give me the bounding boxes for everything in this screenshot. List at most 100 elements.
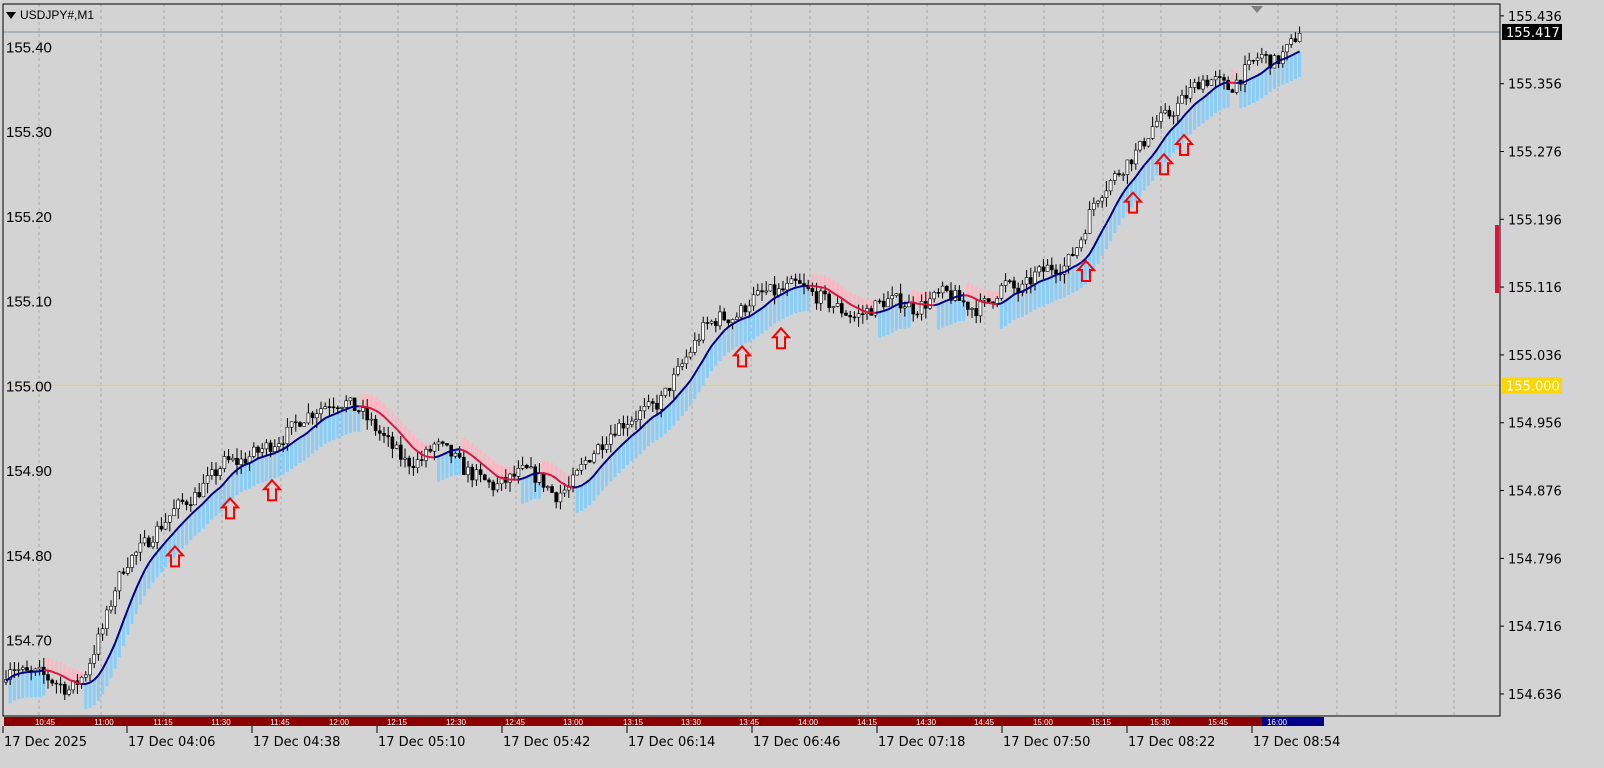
ma-line-segment [1240, 80, 1246, 84]
candle-body [470, 466, 475, 481]
left-axis-label: 155.00 [6, 378, 52, 395]
up-arrow-icon [770, 326, 792, 350]
candle-body [1117, 173, 1121, 176]
ma-line-segment [1126, 181, 1133, 188]
ma-line-segment [202, 497, 209, 504]
ma-line-segment [101, 660, 108, 670]
up-arrow-icon [731, 344, 753, 368]
candle-body [894, 293, 899, 297]
candle-body [487, 479, 491, 483]
candle-body [335, 407, 340, 409]
ma-line-segment [345, 406, 351, 411]
ma-line-segment [5, 676, 11, 682]
candle-body [218, 468, 222, 477]
ma-line-segment [316, 420, 322, 426]
candle-body [8, 669, 12, 680]
ma-line-segment [387, 419, 394, 426]
candle-body [1020, 283, 1025, 293]
session-time-label: 15:30 [1150, 718, 1171, 727]
candle-body [789, 278, 794, 284]
right-axis-label: 155.196 [1508, 213, 1562, 228]
candle-body [541, 472, 546, 488]
ma-line-segment [1038, 279, 1044, 283]
ma-line-segment [249, 460, 255, 465]
candle-body [1092, 202, 1096, 210]
candle-body [932, 292, 937, 300]
ma-line-segment [492, 472, 499, 478]
ma-line-segment [551, 474, 557, 480]
up-arrow-icon [164, 544, 186, 568]
candle-body [394, 444, 399, 449]
ma-line-segment [421, 453, 427, 458]
ma-line-segment [51, 670, 57, 675]
ma-line-segment [631, 431, 637, 437]
ma-line-segment [64, 676, 70, 681]
ma-line-segment [1101, 222, 1108, 232]
candle-body [974, 308, 979, 317]
candle-body [92, 653, 96, 664]
candle-body [1066, 253, 1071, 267]
candle-body [1075, 247, 1079, 256]
session-time-label: 13:15 [623, 718, 644, 727]
ma-line-segment [736, 318, 742, 323]
ma-line-segment [139, 570, 146, 580]
session-time-label: 11:45 [270, 718, 290, 727]
ma-line-segment [1021, 288, 1028, 293]
candle-body [453, 452, 458, 457]
candle-body [940, 285, 945, 294]
candle-body [155, 525, 159, 543]
ma-line-segment [1043, 277, 1048, 282]
candle-body [898, 293, 903, 309]
ma-line-segment [391, 424, 398, 430]
ma-line-segment [126, 598, 133, 610]
candle-body [151, 541, 155, 548]
candle-body [1007, 280, 1012, 283]
ma-line-segment [156, 546, 163, 553]
candle-body [306, 412, 311, 424]
candle-body [105, 609, 109, 629]
ma-line-segment [1261, 68, 1267, 74]
ma-line-segment [18, 671, 24, 675]
candle-body [67, 689, 71, 695]
candle-body [587, 460, 592, 463]
session-bar [4, 717, 1324, 726]
session-time-label: 12:00 [329, 718, 350, 727]
ma-line-segment [610, 451, 616, 457]
candle-body [537, 472, 542, 483]
candle-body [1293, 38, 1298, 43]
ma-line-segment [1228, 81, 1233, 84]
session-time-label: 13:45 [739, 718, 760, 727]
candle-body [772, 284, 777, 296]
ma-line-segment [1215, 84, 1221, 89]
ma-line-segment [887, 306, 893, 311]
candle-body [289, 421, 294, 428]
candle-body [877, 300, 882, 303]
candle-body [873, 300, 878, 316]
ma-line-segment [967, 294, 973, 298]
candle-body [722, 311, 727, 321]
ma-line-segment [1273, 60, 1280, 65]
symbol-title[interactable]: USDJPY#,M1 [6, 7, 94, 23]
candle-body [495, 483, 500, 491]
ma-line-segment [693, 366, 700, 375]
right-axis-label: 155.116 [1508, 281, 1562, 296]
right-axis-label: 155.356 [1508, 78, 1562, 93]
ma-line-segment [417, 450, 423, 456]
candle-body [235, 457, 239, 465]
ma-line-segment [68, 678, 74, 683]
chevron-down-icon[interactable] [6, 11, 16, 19]
candle-body [180, 499, 185, 503]
candle-body [508, 473, 512, 483]
candle-body [100, 628, 105, 635]
candle-body [1264, 54, 1268, 56]
candle-body [117, 571, 122, 592]
ma-line-segment [14, 672, 19, 677]
candle-body [1247, 59, 1251, 65]
candle-body [138, 542, 143, 553]
candle-body [554, 492, 559, 503]
ma-line-segment [820, 286, 826, 289]
ma-line-segment [664, 403, 671, 409]
candle-body [58, 683, 63, 686]
